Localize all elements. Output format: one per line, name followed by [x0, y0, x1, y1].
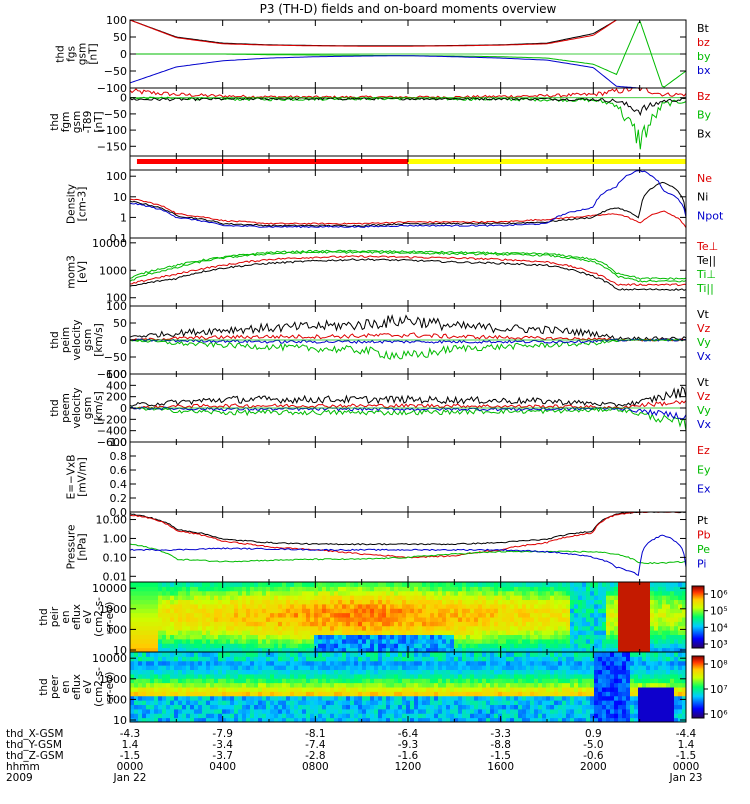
ylabel-ion_spec-6: sr-eV)	[104, 602, 116, 633]
legend-fgs-2: by	[697, 50, 711, 63]
ytick-ion_spec-0: 10000	[92, 582, 127, 595]
legend-vperm-2: Vy	[697, 404, 711, 417]
ytick-efield-1: 0.8	[110, 450, 128, 463]
ytick-fgs-1: 50	[113, 31, 127, 44]
legend-fgm-1: By	[697, 109, 712, 122]
legend-vperm-3: Vx	[697, 418, 712, 431]
ytick-vperp-3: −50	[104, 351, 127, 364]
eph-label-4: 2009	[6, 772, 33, 784]
legend-temp-2: Ti⊥	[696, 268, 716, 281]
ytick-vperp-1: 50	[113, 317, 127, 330]
colorbar-0-label-3: 10³	[710, 639, 728, 651]
legend-efield-0: Ez	[697, 444, 710, 457]
ytick-vperp-2: 0	[120, 334, 127, 347]
colorbar-1-label-2: 10⁶	[710, 709, 728, 721]
figure-title: P3 (TH-D) fields and on-board moments ov…	[260, 2, 557, 16]
eph-3-2: 0800	[302, 761, 329, 773]
colorbar-1-label-1: 10⁷	[710, 684, 728, 696]
legend-temp-3: Ti||	[696, 282, 714, 295]
legend-fgs-1: bz	[697, 36, 710, 49]
ytick-pressure-2: 0.10	[103, 551, 128, 564]
ytick-fgm-3: −150	[97, 140, 127, 153]
ytick-fgs-3: −50	[104, 65, 127, 78]
ytick-density-2: 1	[120, 211, 127, 224]
legend-vperp-1: Vz	[697, 322, 711, 335]
colorbar-0: 10⁶ 10⁵ 10⁴ 10³	[692, 586, 728, 651]
ytick-ele_spec-3: 10	[113, 714, 127, 727]
ytick-vperp-0: 100	[106, 300, 127, 313]
legend-pressure-0: Pt	[697, 514, 709, 527]
ytick-density-1: 10	[113, 191, 127, 204]
legend-fgs-0: Bt	[697, 22, 710, 35]
ylabel-temp-1: [eV]	[77, 261, 89, 283]
eph-3-3: 1200	[395, 761, 422, 773]
ylabel-vperm-4: [km/s]	[93, 391, 105, 425]
panel-mode	[130, 156, 686, 170]
legend-pressure-2: Pe	[697, 543, 710, 556]
ytick-ele_spec-0: 10000	[92, 652, 127, 665]
legend-vperm-1: Vz	[697, 390, 711, 403]
ylabel-density-1: [cm-3]	[77, 187, 89, 222]
legend-vperp-3: Vx	[697, 350, 712, 363]
eph-4-0: Jan 22	[113, 772, 147, 784]
legend-density-2: Npot	[697, 209, 724, 222]
legend-vperp-0: Vt	[697, 308, 710, 321]
colorbar-1: 10⁸ 10⁷ 10⁶	[692, 656, 728, 721]
legend-fgm-2: Bx	[697, 127, 712, 140]
ytick-efield-0: 1.0	[110, 436, 128, 449]
eph-3-5: 2000	[580, 761, 607, 773]
legend-efield-2: Ex	[697, 483, 711, 496]
ytick-density-0: 100	[106, 170, 127, 183]
legend-fgs-3: bx	[697, 64, 711, 77]
legend-pressure-1: Pb	[697, 529, 711, 542]
colorbar-0-label-0: 10⁶	[710, 589, 728, 601]
legend-vperp-2: Vy	[697, 336, 711, 349]
ylabel-ele_spec-6: sr-eV)	[104, 672, 116, 703]
ytick-fgm-1: −50	[104, 108, 127, 121]
ylabel-fgs-3: [nT]	[88, 43, 100, 64]
ylabel-pressure-1: [nPa]	[77, 533, 89, 560]
legend-fgm-0: Bz	[697, 90, 711, 103]
ytick-temp-1: 1000	[99, 264, 127, 277]
ylabel-vperp-4: [km/s]	[93, 323, 105, 357]
colorbar-1-label-0: 10⁸	[710, 659, 728, 671]
legend-temp-1: Te||	[696, 254, 716, 267]
eph-3-1: 0400	[209, 761, 236, 773]
mode-bar-1	[408, 159, 686, 164]
ytick-fgs-2: 0	[120, 48, 127, 61]
legend-density-1: Ni	[697, 191, 708, 204]
eph-4-6: Jan 23	[669, 772, 703, 784]
legend-pressure-3: Pi	[697, 558, 706, 571]
legend-efield-1: Ey	[697, 463, 711, 476]
legend-temp-0: Te⊥	[696, 240, 718, 253]
mode-bar-0	[137, 159, 408, 164]
legend-density-0: Ne	[697, 172, 712, 185]
ytick-pressure-1: 1.00	[103, 532, 128, 545]
ytick-efield-4: 0.2	[110, 492, 128, 505]
ytick-efield-3: 0.4	[110, 478, 128, 491]
colorbar-0-label-2: 10⁴	[710, 622, 728, 634]
colorbar-0-label-1: 10⁵	[710, 606, 728, 618]
ytick-temp-0: 10000	[92, 237, 127, 250]
eph-3-4: 1600	[487, 761, 514, 773]
ylabel-efield-1: [mV/m]	[77, 457, 89, 496]
legend-vperm-0: Vt	[697, 376, 710, 389]
ytick-fgm-0: 0	[120, 92, 127, 105]
ytick-efield-2: 0.6	[110, 464, 128, 477]
ytick-pressure-0: 10.00	[96, 514, 128, 527]
ylabel-fgm-4: [nT]	[93, 111, 105, 132]
ytick-fgs-0: 100	[106, 14, 127, 27]
